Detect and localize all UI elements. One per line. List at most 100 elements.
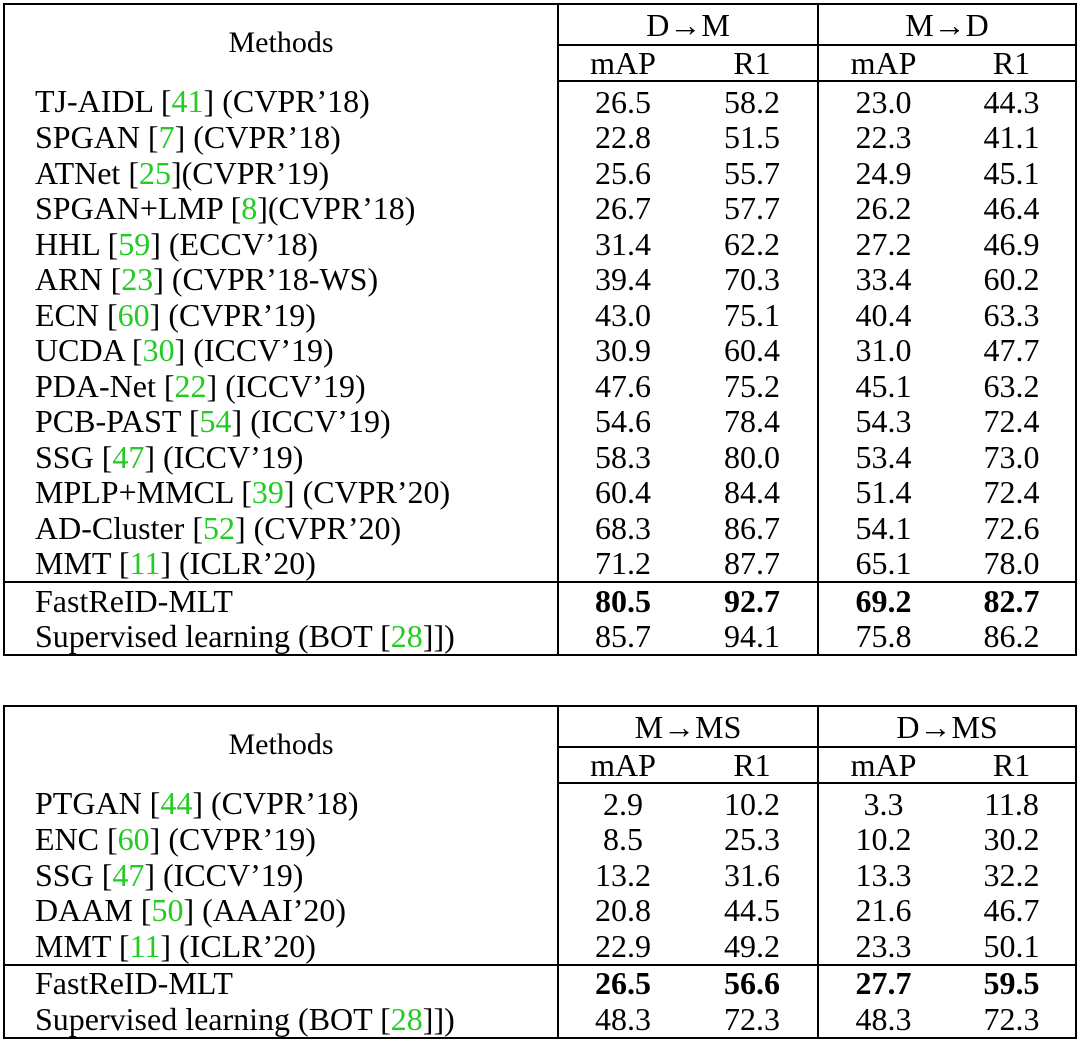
score-cell: 73.0 [983,438,1040,475]
citation-link[interactable]: 28 [390,1000,423,1037]
citation-link[interactable]: 28 [390,618,423,655]
citation-link[interactable]: 44 [160,785,193,822]
metric-column-header: mAP [818,747,949,784]
method-cell: Supervised learning (BOT [28]]) [4,618,559,655]
table-row: FastReID-MLT 26.5 56.6 27.7 59.5 [4,963,1077,1001]
methods-column-header: Methods [4,4,559,81]
table-row: SPGAN [7] (CVPR’18) 22.8 51.5 22.3 41.1 [4,119,1076,156]
method-name: MPLP+MMCL [35,474,242,511]
method-cell: TJ-AIDL [41] (CVPR’18) [4,81,559,120]
metric-column-header: R1 [948,747,1077,784]
method-venue: (CVPR’18) [202,785,359,822]
table-row: Supervised learning (BOT [28]]) 48.3 72.3 4… [4,1001,1076,1038]
score-cell: 48.3 [595,1000,651,1037]
score-cell: 41.1 [983,119,1040,156]
citation-link[interactable]: 39 [251,474,284,511]
citation-link[interactable]: 52 [202,509,235,546]
score-cell: 51.5 [687,119,819,155]
score-cell: 51.4 [855,474,912,511]
methods-column-header: Methods [4,706,559,783]
citation-link[interactable]: 41 [171,83,204,120]
method-name: SPGAN [35,119,148,156]
method-name: MMT [35,545,119,582]
metric-column-header: mAP [818,45,948,82]
score-cell: 31.6 [687,857,820,893]
score-cell: 50.1 [983,927,1040,964]
score-cell: 45.1 [855,367,912,404]
score-cell: 69.2 [818,581,948,619]
score-cell: 55.7 [687,155,819,191]
citation-link[interactable]: 60 [117,821,150,858]
citation-link[interactable]: 25 [138,154,171,191]
method-name: Supervised learning (BOT [35,618,381,655]
method-venue: (ICLR’20) [171,927,316,964]
score-cell: 54.3 [855,403,912,440]
method-venue: (CVPR’19) [160,821,316,858]
citation-link[interactable]: 47 [112,856,145,893]
score-cell: 2.9 [603,785,643,822]
citation-link[interactable]: 7 [158,119,175,156]
score-cell: 40.4 [855,296,912,333]
score-cell: 71.2 [595,545,651,582]
citation-link[interactable]: 22 [174,367,207,404]
score-cell: 48.3 [855,1000,912,1037]
metric-column-header: R1 [948,45,1076,82]
score-cell: 53.4 [855,438,912,475]
citation-link[interactable]: 47 [112,438,145,475]
score-cell: 62.2 [687,226,819,262]
citation-link[interactable]: 8 [241,190,258,227]
table-row: PCB-PAST [54] (ICCV’19) 54.6 78.4 54.3 72.4 [4,403,1076,440]
citation-link[interactable]: 11 [129,927,161,964]
method-name: DAAM [35,892,141,929]
score-cell: 46.4 [983,190,1040,227]
metric-column-header: mAP [558,747,687,784]
score-cell: 13.3 [855,856,912,893]
score-cell: 33.4 [855,261,912,298]
score-cell: 46.7 [983,892,1040,929]
table-row: UCDA [30] (ICCV’19) 30.9 60.4 31.0 47.7 [4,332,1076,369]
method-venue: (CVPR’20) [245,509,402,546]
score-cell: 13.2 [595,856,651,893]
method-cell: ARN [23] (CVPR’18-WS) [4,261,559,298]
citation-link[interactable]: 59 [118,225,151,262]
method-venue: (CVPR’18) [267,190,416,227]
method-name: ATNet [35,154,129,191]
method-name: TJ-AIDL [35,83,161,120]
score-cell: 86.2 [983,618,1040,655]
score-cell: 49.2 [687,928,820,965]
method-name: Supervised learning (BOT [35,1000,381,1037]
score-cell: 65.1 [855,545,912,582]
method-cell: HHL [59] (ECCV’18) [4,225,559,262]
citation-link[interactable]: 54 [199,403,232,440]
method-cell: SSG [47] (ICCV’19) [4,856,559,893]
citation-link[interactable]: 60 [117,296,150,333]
citation-link[interactable]: 50 [151,892,184,929]
score-cell: 54.6 [595,403,651,440]
method-venue: (ECCV’18) [160,225,319,262]
method-venue: (ICCV’19) [242,403,391,440]
method-venue: (CVPR’18-WS) [163,261,379,298]
score-cell: 86.7 [687,510,819,546]
score-cell: 80.0 [687,439,819,475]
score-cell: 31.0 [855,332,912,369]
score-cell: 25.3 [687,821,820,857]
method-venue: (ICCV’19) [185,332,334,369]
score-cell: 23.0 [855,83,912,120]
table-row: MMT [11] (ICLR’20) 22.9 49.2 23.3 50.1 [4,928,1076,965]
score-cell: 72.6 [983,509,1040,546]
method-name: SSG [35,856,102,893]
score-cell: 63.2 [983,367,1040,404]
score-cell: 30.2 [983,821,1040,858]
citation-link[interactable]: 30 [142,332,175,369]
method-name: AD-Cluster [35,509,193,546]
citation-link[interactable]: 11 [129,545,161,582]
table-row: ENC [60] (CVPR’19) 8.5 25.3 10.2 30.2 [4,821,1076,858]
method-cell: ECN [60] (CVPR’19) [4,296,559,333]
score-cell: 25.6 [595,154,651,191]
method-venue: (ICLR’20) [171,545,316,582]
score-cell: 3.3 [863,785,904,822]
method-name: ARN [35,261,111,298]
method-cell: PCB-PAST [54] (ICCV’19) [4,403,559,440]
table-row: PTGAN [44] (CVPR’18) 2.9 10.2 3.3 11.8 [4,783,1076,822]
citation-link[interactable]: 23 [121,261,154,298]
